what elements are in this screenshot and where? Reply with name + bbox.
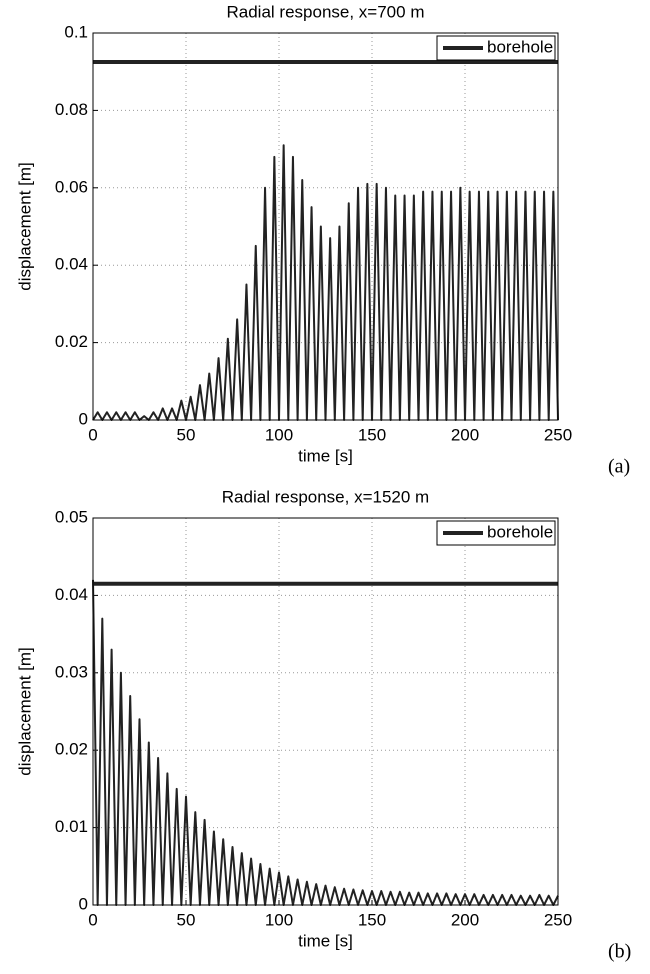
x-tick-label: 50 [177,910,196,929]
panel-label: (a) [608,456,630,478]
legend-label: borehole [487,37,553,56]
panel: 0 50 100 150 200 250 0 0.02 0.04 0.06 0.08 0.1 boreh… [15,2,630,477]
y-tick-label: 0.01 [55,817,88,836]
x-tick-label: 0 [88,910,97,929]
y-tick-label: 0.05 [55,507,88,526]
x-tick-label: 250 [544,425,572,444]
data-line [92,579,559,906]
x-tick-label: 100 [265,910,293,929]
y-tick-label: 0.03 [55,662,88,681]
y-tick-label: 0.04 [55,585,88,604]
chart-title: Radial response, x=1520 m [222,487,429,506]
y-axis-label: displacement [m] [15,647,34,776]
y-tick-label: 0.04 [55,255,88,274]
legend-label: borehole [487,522,553,541]
x-tick-label: 200 [451,425,479,444]
y-tick-label: 0.02 [55,740,88,759]
y-tick-label: 0 [79,409,88,428]
x-tick-label: 250 [544,910,572,929]
chart-title: Radial response, x=700 m [227,2,425,21]
axes-box [92,32,559,421]
y-axis-label: displacement [m] [15,162,34,291]
y-tick-label: 0.1 [64,22,88,41]
y-tick-label: 0 [79,894,88,913]
x-tick-label: 150 [358,425,386,444]
x-tick-label: 0 [88,425,97,444]
y-tick-label: 0.02 [55,332,88,351]
x-tick-label: 200 [451,910,479,929]
panel-label: (b) [608,941,631,963]
plot-area [93,518,558,905]
x-tick-label: 50 [177,425,196,444]
panel: 0 50 100 150 200 250 0 0.01 0.02 0.03 0.04 0.05 bore… [15,487,631,962]
y-tick-label: 0.06 [55,177,88,196]
x-tick-label: 100 [265,425,293,444]
x-axis-label: time [s] [298,931,353,950]
y-tick-label: 0.08 [55,100,88,119]
axes-box [92,517,559,906]
x-tick-label: 150 [358,910,386,929]
x-axis-label: time [s] [298,446,353,465]
